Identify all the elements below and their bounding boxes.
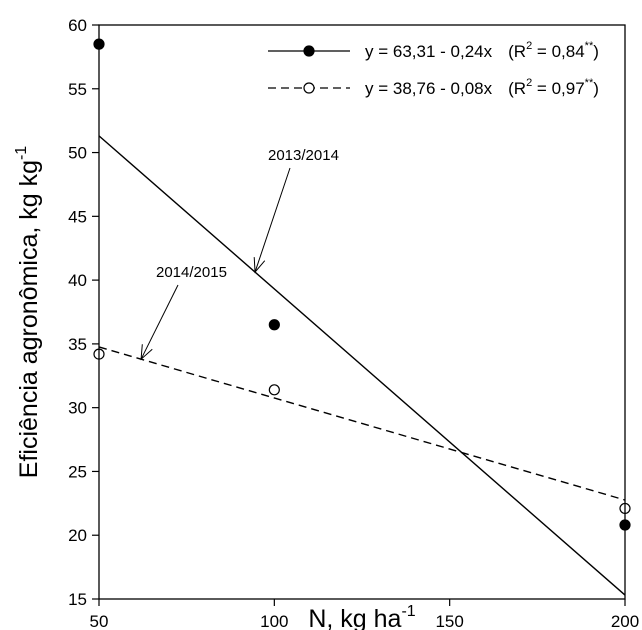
x-axis-title-text: N, kg ha [308, 605, 401, 630]
legend-marker-2 [303, 82, 315, 94]
y-tick-label: 50 [68, 144, 87, 163]
x-axis-title: N, kg ha-1 [308, 603, 415, 630]
y-tick-label: 35 [68, 335, 87, 354]
legend-close: ) [593, 42, 599, 61]
y-tick-label: 20 [68, 526, 87, 545]
legend-label-1: y = 63,31 - 0,24x (R2 = 0,84**) [365, 40, 599, 61]
legend-r2-prefix: (R [508, 42, 526, 61]
legend-equation: y = 63,31 - 0,24x [365, 42, 493, 61]
regression-line-2 [98, 346, 626, 501]
legend: y = 63,31 - 0,24x (R2 = 0,84**)y = 38,76 … [268, 40, 599, 98]
y-tick-label: 60 [68, 16, 87, 35]
x-tick-label: 150 [435, 612, 463, 630]
data-point-series-1 [268, 319, 280, 331]
y-axis-title-superscript: -1 [13, 146, 30, 160]
y-tick-label: 25 [68, 462, 87, 481]
regression-line-1 [98, 135, 626, 596]
legend-r2-value: = 0,84 [532, 42, 584, 61]
y-axis-title-text: Eficiência agronômica, kg kg [15, 160, 43, 478]
data-point-series-2 [268, 384, 280, 396]
x-tick-label: 50 [90, 612, 109, 630]
legend-equation: y = 38,76 - 0,08x [365, 79, 493, 98]
x-tick-label: 200 [611, 612, 639, 630]
legend-label-2: y = 38,76 - 0,08x (R2 = 0,97**) [365, 77, 599, 98]
y-tick-label: 55 [68, 80, 87, 99]
legend-close: ) [593, 79, 599, 98]
annotation-label: 2014/2015 [156, 264, 227, 281]
y-tick-label: 15 [68, 590, 87, 609]
legend-r2-superscript: 2 [526, 77, 532, 89]
annotation-label: 2013/2014 [268, 147, 339, 164]
y-axis-title: Eficiência agronômica, kg kg-1 [13, 146, 43, 479]
annotation-arrow-head [140, 344, 153, 361]
annotation-arrow-shaft [254, 167, 291, 273]
legend-r2-value: = 0,97 [532, 79, 584, 98]
legend-r2-superscript: 2 [526, 40, 532, 52]
legend-marker-1 [303, 45, 315, 57]
y-tick-label: 40 [68, 271, 87, 290]
annotations: 2013/2014 2014/2015 [140, 147, 339, 361]
legend-significance: ** [585, 40, 594, 52]
legend-r2-prefix: (R [508, 79, 526, 98]
regression-lines [98, 135, 626, 596]
axis-ticks: 15 20 25 30 35 40 45 50 55 60 50 100 150 200 [68, 16, 639, 630]
plot-area-frame [98, 24, 626, 600]
x-tick-label: 100 [260, 612, 288, 630]
y-tick-label: 30 [68, 399, 87, 418]
annotation-arrow-head [253, 257, 266, 274]
legend-significance: ** [585, 77, 594, 89]
data-points [93, 38, 631, 531]
annotation-arrow-shaft [140, 284, 179, 360]
y-tick-label: 45 [68, 207, 87, 226]
x-axis-title-superscript: -1 [401, 603, 415, 620]
